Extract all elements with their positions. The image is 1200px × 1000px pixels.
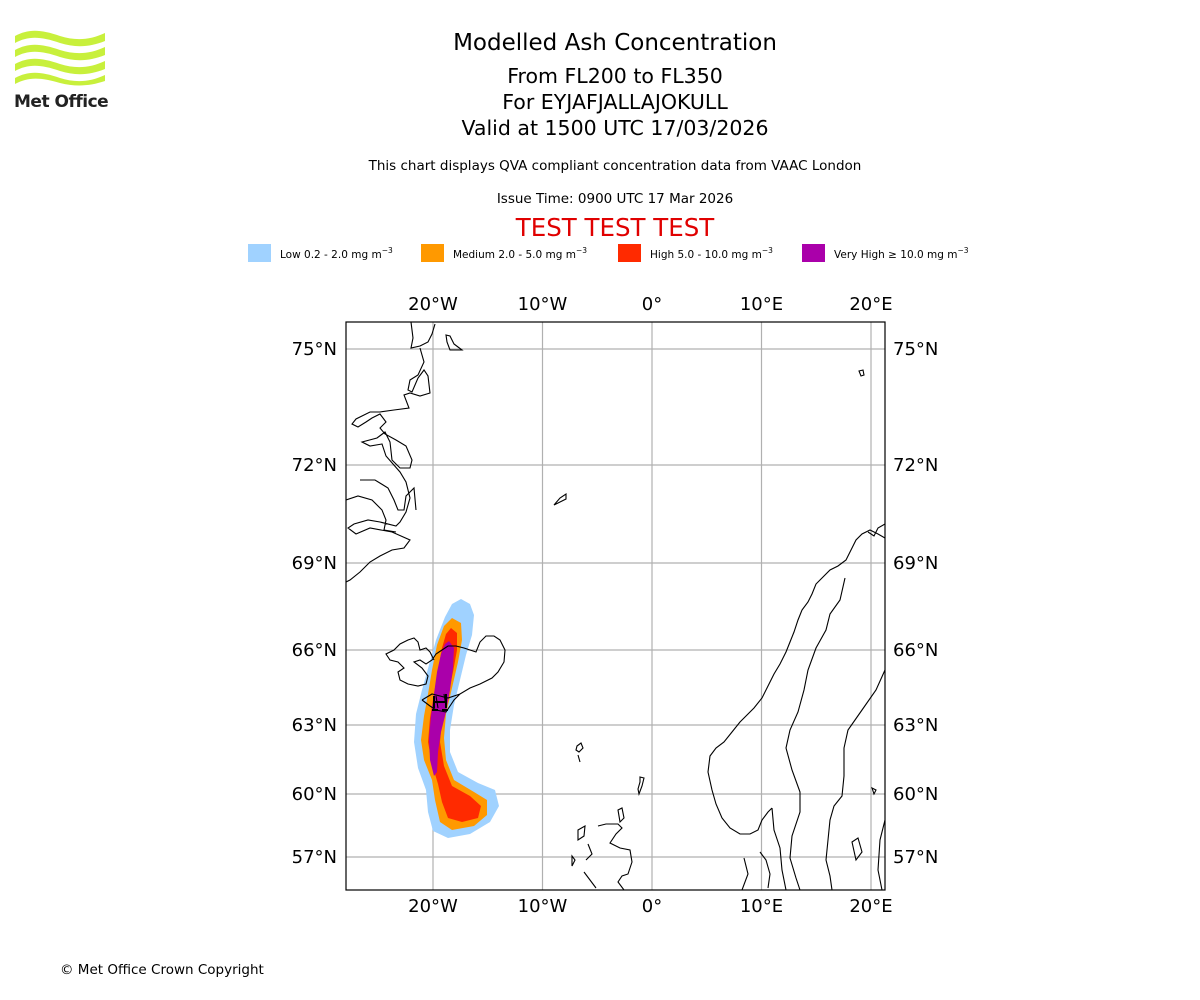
lat-label-right-0: 75°N [893,339,938,360]
lat-label-left-2: 69°N [292,553,337,574]
lon-label-top-3: 10°E [740,294,783,315]
coastline-greenland [346,322,464,583]
lat-label-right-5: 60°N [893,784,938,805]
legend-label-medium: Medium 2.0 - 5.0 mg m−3 [453,245,588,261]
legend-item-medium: Medium 2.0 - 5.0 mg m−3 [421,244,587,262]
logo-text: Met Office [14,92,109,112]
lon-label-top-1: 10°W [518,294,568,315]
coastline-jan-mayen [553,492,567,506]
lat-label-left-3: 66°N [292,640,337,661]
lat-label-left-1: 72°N [292,455,337,476]
coastlines [346,322,885,890]
flight-levels: From FL200 to FL350 [507,64,723,88]
coastline-scotland [571,807,633,890]
legend-item-low: Low 0.2 - 2.0 mg m−3 [248,244,393,262]
coastline-faroe [575,742,584,763]
lat-label-left-4: 63°N [292,715,337,736]
coastline-shetland [637,776,645,796]
legend-item-very-high: Very High ≥ 10.0 mg m−3 [802,244,969,262]
map-frame [345,321,886,891]
axis-tick-labels: 20°W 20°W 10°W 10°W 0° 0° 10°E 10°E 20°E 20°E 75°N… [292,294,939,917]
plume-very-high [429,641,454,776]
coastline-scandinavia [707,529,885,890]
coastline-bear-island [858,369,865,377]
legend-swatch-high [618,244,641,262]
legend-item-high: High 5.0 - 10.0 mg m−3 [618,244,773,262]
map-background [346,322,885,890]
legend-label-very-high: Very High ≥ 10.0 mg m−3 [834,245,969,261]
wave-logo-icon [15,30,105,86]
lat-label-right-4: 63°N [893,715,938,736]
lat-label-right-2: 69°N [893,553,938,574]
valid-time: Valid at 1500 UTC 17/03/2026 [461,116,769,140]
qva-note: This chart displays QVA compliant concen… [368,158,862,174]
chart-title: Modelled Ash Concentration [453,30,777,56]
legend-swatch-very-high [802,244,825,262]
coastline-svalbard-edge [867,523,885,537]
lon-label-bottom-0: 20°W [408,896,458,917]
lon-label-bottom-2: 0° [642,896,662,917]
met-office-logo: Met Office [14,30,109,112]
lat-label-left-5: 60°N [292,784,337,805]
ash-plume [414,599,499,838]
legend-label-low: Low 0.2 - 2.0 mg m−3 [280,245,393,261]
lat-label-left-0: 75°N [292,339,337,360]
volcano-marker-icon [432,694,448,711]
lat-label-left-6: 57°N [292,847,337,868]
lat-label-right-1: 72°N [893,455,938,476]
legend-label-high: High 5.0 - 10.0 mg m−3 [650,245,773,261]
volcano-name: For EYJAFJALLAJOKULL [502,90,728,114]
copyright-notice: © Met Office Crown Copyright [60,962,264,978]
lon-label-bottom-3: 10°E [740,896,783,917]
coastline-iceland [385,635,506,713]
issue-time: Issue Time: 0900 UTC 17 Mar 2026 [496,191,734,207]
lon-label-top-0: 20°W [408,294,458,315]
lon-label-top-2: 0° [642,294,662,315]
lon-label-bottom-4: 20°E [849,896,892,917]
lat-label-right-6: 57°N [893,847,938,868]
test-banner: TEST TEST TEST [515,213,715,242]
lon-label-top-4: 20°E [849,294,892,315]
lon-label-bottom-1: 10°W [518,896,568,917]
lat-label-right-3: 66°N [893,640,938,661]
legend-swatch-medium [421,244,444,262]
legend-swatch-low [248,244,271,262]
